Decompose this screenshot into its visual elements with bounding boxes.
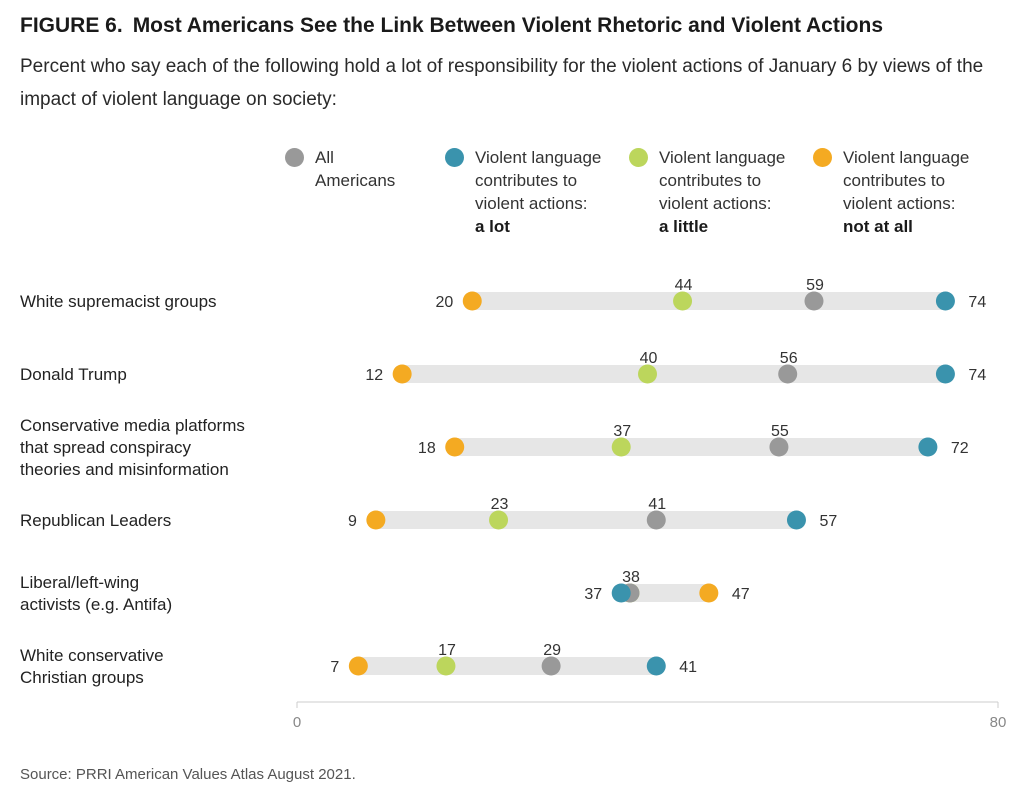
- dot-all-5: [541, 656, 561, 676]
- chart-row-0: White supremacist groups 20 44 59 74: [20, 277, 986, 311]
- value-label-not-at-all-5: 7: [330, 659, 339, 676]
- value-label-not-at-all-2: 18: [418, 440, 436, 457]
- dot-not-at-all-1: [392, 364, 412, 384]
- value-label-not-at-all-3: 9: [348, 513, 357, 530]
- dot-not-at-all-3: [366, 510, 386, 530]
- row-label-5-0: White conservative: [20, 646, 164, 665]
- value-label-not-at-all-1: 12: [365, 367, 383, 384]
- dot-all-0: [804, 291, 824, 311]
- chart-row-5: White conservative Christian groups 7 17 29 4…: [20, 642, 697, 687]
- value-label-not-at-all-4: 47: [732, 586, 750, 603]
- range-bar-3: [375, 511, 797, 529]
- row-label-2-0: Conservative media platforms: [20, 416, 245, 435]
- dot-not-at-all-5: [348, 656, 368, 676]
- range-bar-5: [358, 657, 657, 675]
- value-label-all-5: 29: [543, 642, 561, 659]
- legend-label-not-at-all: Violent language contributes to violent ac…: [843, 148, 970, 236]
- dot-a-lot-2: [918, 437, 938, 457]
- value-label-a-little-5: 17: [438, 642, 456, 659]
- range-bar-4: [621, 584, 709, 602]
- dot-a-little-0: [673, 291, 693, 311]
- dot-a-lot-4: [611, 583, 631, 603]
- value-label-all-2: 55: [771, 423, 789, 440]
- chart-row-4: Liberal/left-wing activists (e.g. Antifa)…: [20, 569, 750, 614]
- dot-a-lot-5: [646, 656, 666, 676]
- dot-all-3: [646, 510, 666, 530]
- legend-swatch-not-at-all: [813, 148, 832, 167]
- value-label-a-little-1: 40: [640, 350, 658, 367]
- range-bar-1: [402, 365, 946, 383]
- chart-row-3: Republican Leaders 9 23 41 57: [20, 496, 837, 530]
- dot-a-little-2: [611, 437, 631, 457]
- value-label-a-lot-4: 37: [584, 586, 602, 603]
- dot-not-at-all-0: [462, 291, 482, 311]
- value-label-a-little-0: 44: [675, 277, 693, 294]
- legend-swatch-a-lot: [445, 148, 464, 167]
- dot-all-2: [769, 437, 789, 457]
- x-axis-tick-label-0: 0: [293, 714, 301, 731]
- dot-a-little-3: [489, 510, 509, 530]
- row-label-5-1: Christian groups: [20, 668, 144, 687]
- range-bar-0: [472, 292, 946, 310]
- dot-a-little-1: [638, 364, 657, 384]
- value-label-a-lot-5: 41: [679, 659, 697, 676]
- row-label-1-0: Donald Trump: [20, 365, 127, 384]
- source-note: Source: PRRI American Values Atlas Augus…: [20, 766, 356, 783]
- dot-a-lot-1: [935, 364, 955, 384]
- x-axis-tick-label-1: 80: [990, 714, 1007, 731]
- value-label-a-lot-0: 74: [968, 294, 986, 311]
- row-label-2-2: theories and misinformation: [20, 460, 229, 479]
- value-label-a-little-4: 38: [622, 569, 640, 586]
- chart-title: FIGURE 6. Most Americans See the Link Bet…: [20, 14, 883, 38]
- legend-swatch-a-little: [629, 148, 648, 167]
- value-label-not-at-all-0: 20: [435, 294, 453, 311]
- dot-not-at-all-2: [445, 437, 465, 457]
- row-label-2-1: that spread conspiracy: [20, 438, 192, 457]
- value-label-all-1: 56: [780, 350, 798, 367]
- legend-label-a-lot: Violent language contributes to violent ac…: [475, 148, 602, 236]
- value-label-all-3: 41: [648, 496, 666, 513]
- dot-a-little-5: [436, 656, 456, 676]
- value-label-a-little-2: 37: [613, 423, 631, 440]
- figure-label: FIGURE 6.: [20, 14, 123, 37]
- value-label-all-0: 59: [806, 277, 824, 294]
- legend-label-all: All Americans: [315, 148, 396, 190]
- row-label-4-0: Liberal/left-wing: [20, 573, 139, 592]
- legend-swatch-all: [285, 148, 304, 167]
- range-bar-2: [454, 438, 928, 456]
- title-text: Most Americans See the Link Between Viol…: [132, 14, 884, 37]
- value-label-a-little-3: 23: [491, 496, 509, 513]
- dot-all-1: [778, 364, 798, 384]
- row-label-0-0: White supremacist groups: [20, 292, 217, 311]
- chart-row-2: Conservative media platforms that spread …: [20, 416, 969, 479]
- value-label-a-lot-1: 74: [968, 367, 986, 384]
- dot-not-at-all-4: [699, 583, 719, 603]
- value-label-a-lot-3: 57: [819, 513, 837, 530]
- chart-row-1: Donald Trump 12 40 56 74: [20, 350, 986, 384]
- chart-subtitle: Percent who say each of the following ho…: [20, 56, 984, 110]
- legend-label-a-little: Violent language contributes to violent ac…: [659, 148, 786, 236]
- row-label-3-0: Republican Leaders: [20, 511, 171, 530]
- row-label-4-1: activists (e.g. Antifa): [20, 595, 172, 614]
- dot-a-lot-3: [786, 510, 806, 530]
- value-label-a-lot-2: 72: [951, 440, 969, 457]
- dot-a-lot-0: [935, 291, 955, 311]
